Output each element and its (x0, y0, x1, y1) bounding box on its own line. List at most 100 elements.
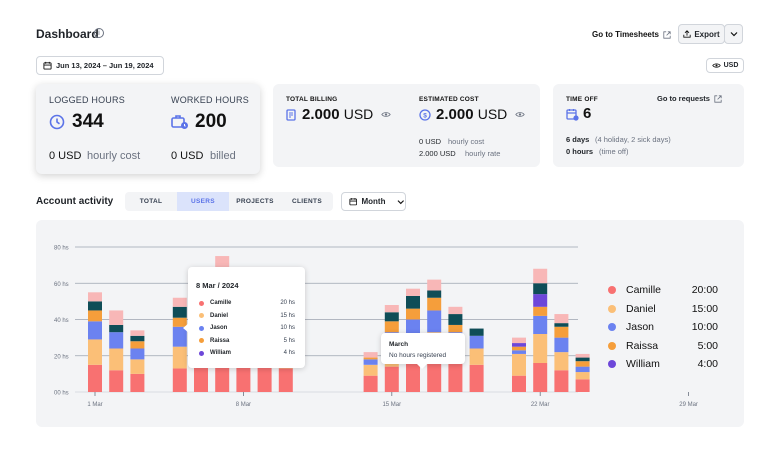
bar-segment[interactable] (575, 366, 590, 373)
bar-segment[interactable] (533, 294, 548, 307)
go-to-timesheets-link[interactable]: Go to Timesheets (592, 30, 671, 39)
tab-clients[interactable]: CLIENTS (292, 198, 322, 205)
bar-segment[interactable] (427, 279, 442, 291)
bar-segment[interactable] (554, 370, 569, 392)
legend-item[interactable]: William 4:00 (608, 357, 718, 371)
export-menu-button[interactable] (724, 24, 743, 44)
tab-users[interactable]: USERS (177, 192, 229, 211)
bar-segment[interactable] (512, 350, 526, 354)
bar-segment[interactable] (88, 364, 102, 392)
bar-segment[interactable] (575, 379, 590, 392)
bar-segment[interactable] (363, 364, 378, 376)
bar-segment[interactable] (427, 310, 442, 333)
bar-segment[interactable] (469, 335, 484, 349)
bar-segment[interactable] (554, 352, 569, 371)
bar-segment[interactable] (469, 348, 484, 365)
bar-segment[interactable] (172, 297, 187, 307)
go-to-requests-link[interactable]: Go to requests (657, 94, 722, 103)
bar-segment[interactable] (130, 330, 145, 336)
bar-segment[interactable] (130, 348, 145, 360)
bar-segment[interactable] (194, 361, 208, 392)
bar-segment[interactable] (257, 366, 272, 392)
bar-segment[interactable] (512, 375, 526, 392)
bar-segment[interactable] (236, 366, 251, 392)
bar-segment[interactable] (427, 297, 442, 311)
bar-segment[interactable] (130, 335, 145, 342)
bar-segment[interactable] (109, 348, 124, 371)
bar-segment[interactable] (384, 305, 399, 313)
legend-item[interactable]: Raissa 5:00 (608, 339, 718, 353)
bar-segment[interactable] (384, 366, 399, 392)
bar-segment[interactable] (533, 306, 548, 316)
bar-segment[interactable] (88, 292, 102, 302)
bar-segment[interactable] (533, 283, 548, 295)
bar-segment[interactable] (109, 310, 124, 325)
bar-segment[interactable] (406, 288, 420, 296)
bar-segment[interactable] (554, 326, 569, 338)
legend-item[interactable]: Camille 20:00 (608, 283, 718, 297)
bar-segment[interactable] (172, 346, 187, 369)
export-button[interactable]: Export (678, 24, 725, 44)
period-select[interactable]: Month (341, 192, 406, 211)
tab-total[interactable]: TOTAL (139, 198, 163, 205)
bar-segment[interactable] (278, 368, 293, 392)
bar-segment[interactable] (575, 372, 590, 380)
bar-segment[interactable] (109, 370, 124, 392)
bar-segment[interactable] (109, 324, 124, 333)
bar-segment[interactable] (109, 332, 124, 349)
bar-segment[interactable] (363, 359, 378, 365)
bar-segment[interactable] (469, 328, 484, 336)
bar-segment[interactable] (88, 321, 102, 340)
bar-segment[interactable] (406, 308, 420, 320)
bar-segment[interactable] (384, 312, 399, 322)
eye-icon[interactable] (515, 111, 525, 118)
bar-segment[interactable] (512, 343, 526, 347)
bar-segment[interactable] (533, 268, 548, 284)
estimated-cost-unit: USD (477, 106, 508, 122)
bar-segment[interactable] (448, 314, 463, 325)
bar-segment[interactable] (172, 317, 187, 327)
bar-segment[interactable] (427, 359, 442, 392)
bar-segment[interactable] (363, 357, 378, 360)
bar-segment[interactable] (512, 353, 526, 376)
tooltip-row: Daniel 15 hs (199, 311, 295, 321)
bar-segment[interactable] (130, 341, 145, 349)
bar-segment[interactable] (448, 324, 463, 333)
bar-segment[interactable] (172, 368, 187, 392)
info-icon[interactable]: i (94, 28, 104, 38)
bar-segment[interactable] (533, 334, 548, 363)
legend-item[interactable]: Daniel 15:00 (608, 302, 718, 316)
bar-segment[interactable] (427, 290, 442, 298)
bar-segment[interactable] (448, 306, 463, 315)
legend-item[interactable]: Jason 10:00 (608, 320, 718, 334)
bar-segment[interactable] (533, 363, 548, 392)
bar-segment[interactable] (554, 337, 569, 353)
bar-segment[interactable] (130, 359, 145, 374)
bar-segment[interactable] (406, 295, 420, 309)
bar-segment[interactable] (88, 301, 102, 311)
bar-segment[interactable] (554, 323, 569, 327)
bar-segment[interactable] (575, 357, 590, 362)
bar-segment[interactable] (469, 364, 484, 392)
bar-segment[interactable] (575, 353, 590, 358)
bar-segment[interactable] (384, 321, 399, 333)
bar-segment[interactable] (363, 352, 378, 358)
bar-segment[interactable] (575, 361, 590, 367)
bar-segment[interactable] (512, 337, 526, 344)
eye-icon[interactable] (381, 111, 391, 118)
bar-segment[interactable] (554, 314, 569, 324)
bar-segment[interactable] (533, 315, 548, 334)
bar-segment[interactable] (512, 346, 526, 351)
bar-segment[interactable] (172, 306, 187, 318)
currency-toggle[interactable]: USD (706, 58, 744, 73)
bar-segment[interactable] (448, 363, 463, 392)
bar-segment[interactable] (88, 339, 102, 365)
worked-hours-label: WORKED HOURS (171, 95, 249, 105)
legend-value: 20:00 (691, 284, 718, 296)
bar-segment[interactable] (363, 375, 378, 392)
bar-segment[interactable] (130, 373, 145, 392)
bar-segment[interactable] (406, 357, 420, 392)
bar-segment[interactable] (88, 310, 102, 322)
tab-projects[interactable]: PROJECTS (236, 198, 274, 205)
date-range-picker[interactable]: Jun 13, 2024 – Jun 19, 2024 (36, 56, 164, 75)
